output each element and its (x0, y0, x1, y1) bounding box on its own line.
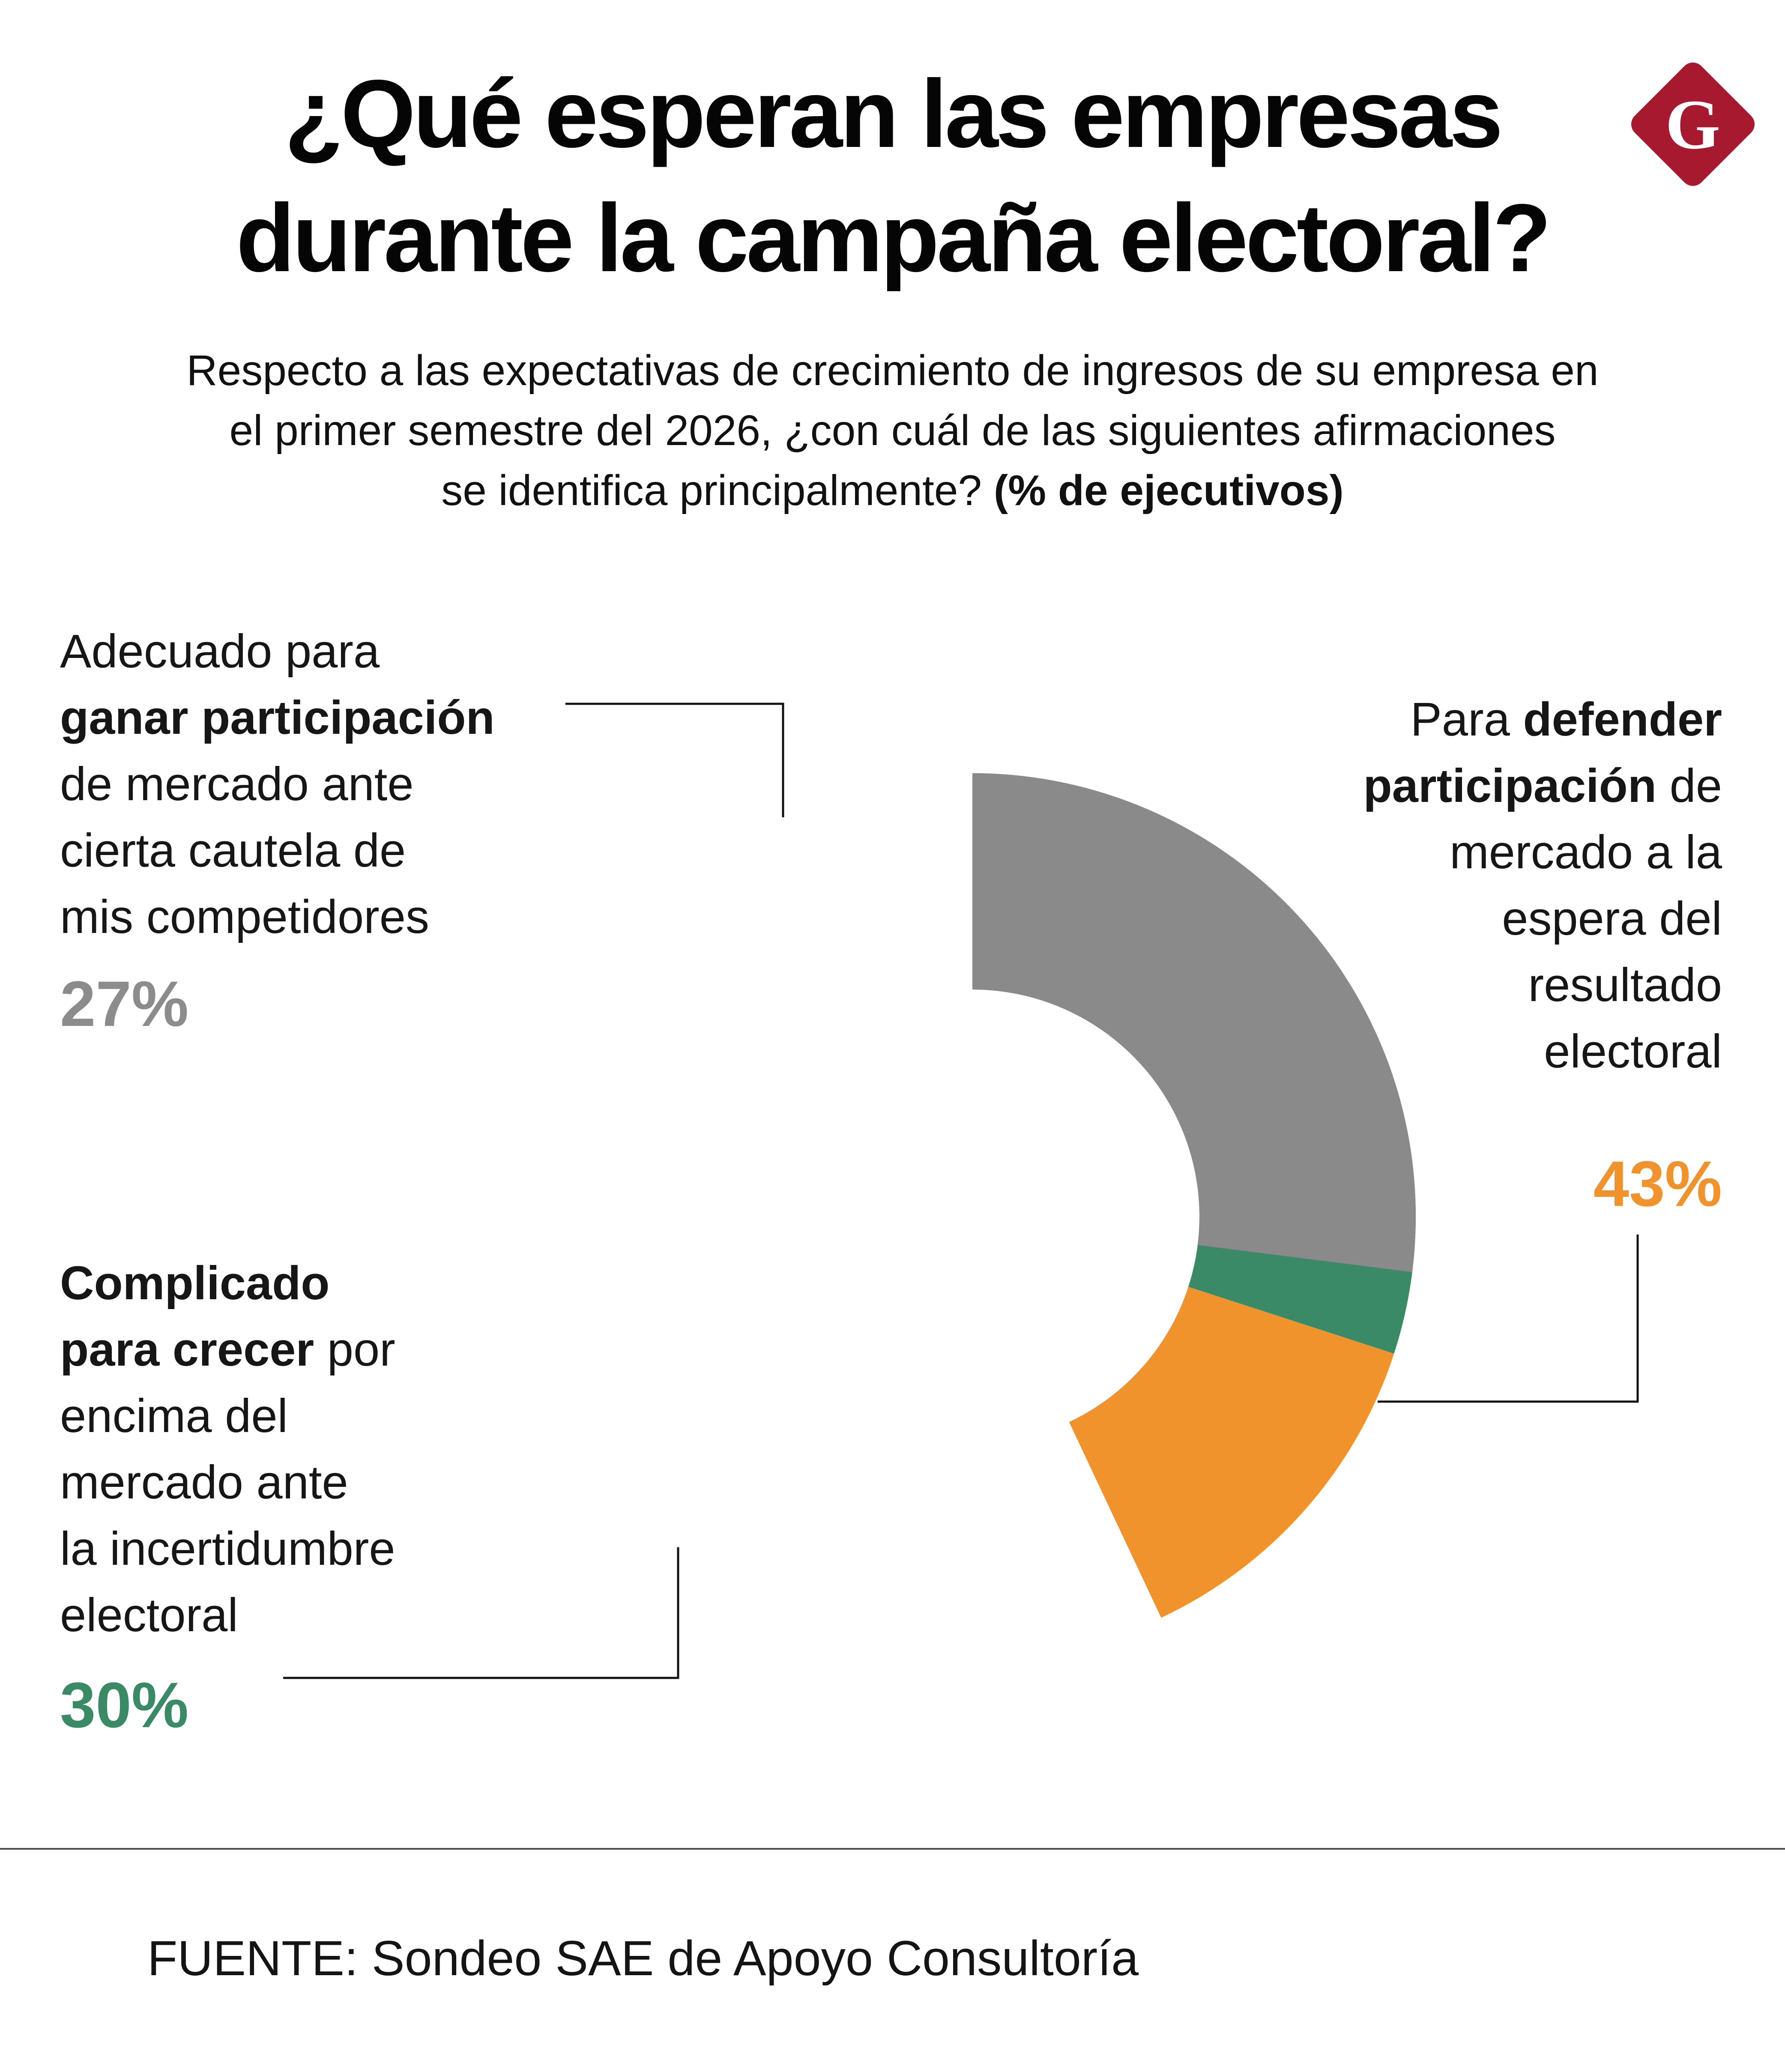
label-complicated-growth: Complicado para crecer por encima del me… (60, 1257, 395, 1641)
page-title-line1: ¿Qué esperan las empresas (284, 60, 1503, 167)
chart-question-line1: Respecto a las expectativas de crecimien… (186, 347, 1599, 395)
value-complicated-growth: 30% (60, 1669, 189, 1741)
value-defend-participation: 43% (1593, 1148, 1722, 1220)
chart-question-line2: el primer semestre del 2026, ¿con cuál d… (229, 407, 1556, 454)
label-defend-participation: Para defender participación de mercado a… (1363, 693, 1722, 1078)
page-title: ¿Qué esperan las empresas durante la cam… (0, 51, 1785, 300)
label-gain-participation: Adecuado para ganar participación de mer… (60, 625, 495, 943)
footer-divider (0, 1848, 1785, 1850)
donut-slice-3 (972, 773, 1416, 1272)
chart-question-line3: se identifica principalmente? (% de ejec… (441, 466, 1344, 514)
callout-gain-27 (565, 703, 784, 817)
callout-defend-43 (1378, 1235, 1639, 1403)
callout-complicated-30 (283, 1547, 679, 1679)
value-gain-participation: 27% (60, 968, 189, 1040)
page-title-line2: durante la campaña electoral? (236, 184, 1552, 292)
source-text: FUENTE: Sondeo SAE de Apoyo Consultoría (147, 1931, 1139, 1986)
chart-question: Respecto a las expectativas de crecimien… (0, 341, 1785, 520)
